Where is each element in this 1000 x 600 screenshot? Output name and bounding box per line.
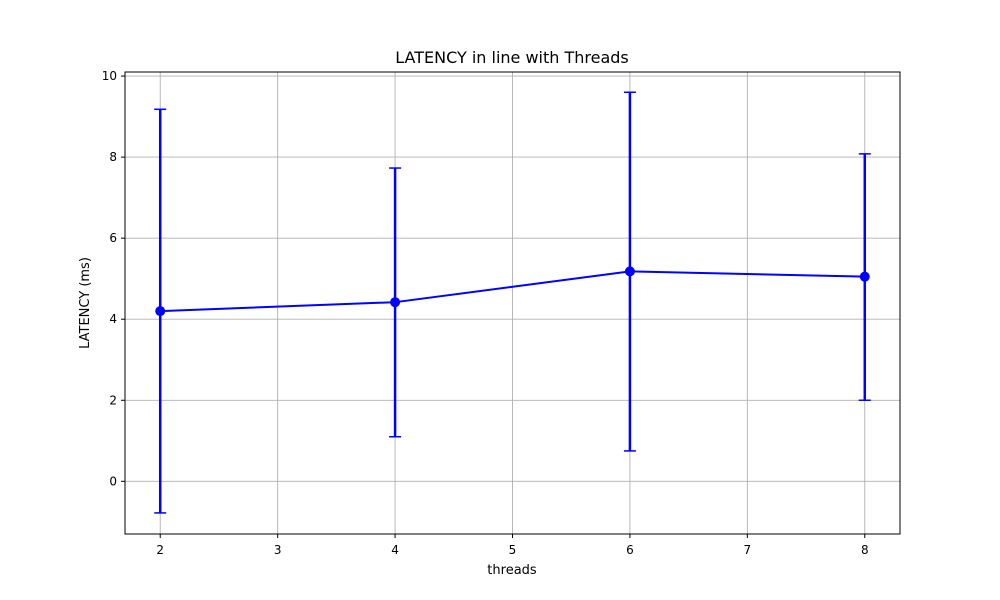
series-line	[160, 270, 865, 313]
ticks-layer: 2 3 4 5 6 7 8 0 2 4 6 8 10	[102, 69, 869, 557]
plot-frame	[124, 71, 901, 535]
x-tick-label: 6	[626, 543, 634, 557]
point-layer	[155, 266, 870, 317]
x-tick-label: 3	[274, 543, 282, 557]
x-tick-label: 7	[744, 543, 752, 557]
y-axis-label: LATENCY (ms)	[78, 257, 93, 349]
x-tick-label: 5	[509, 543, 517, 557]
y-tick-label: 2	[109, 393, 117, 407]
data-point	[390, 297, 401, 308]
x-tick-label: 4	[391, 543, 399, 557]
y-tick-label: 8	[109, 150, 117, 164]
data-point	[155, 306, 166, 317]
x-axis-label: threads	[487, 563, 537, 578]
data-point	[624, 266, 635, 277]
y-tick-label: 0	[109, 474, 117, 488]
y-tick-label: 6	[109, 231, 117, 245]
grid-layer	[125, 72, 900, 534]
y-tick-label: 10	[102, 69, 117, 83]
x-tick-label: 2	[156, 543, 164, 557]
line-layer	[160, 270, 865, 313]
y-tick-label: 4	[109, 312, 117, 326]
x-tick-label: 8	[861, 543, 869, 557]
data-point	[859, 271, 870, 282]
chart-title: LATENCY in line with Threads	[395, 48, 629, 67]
